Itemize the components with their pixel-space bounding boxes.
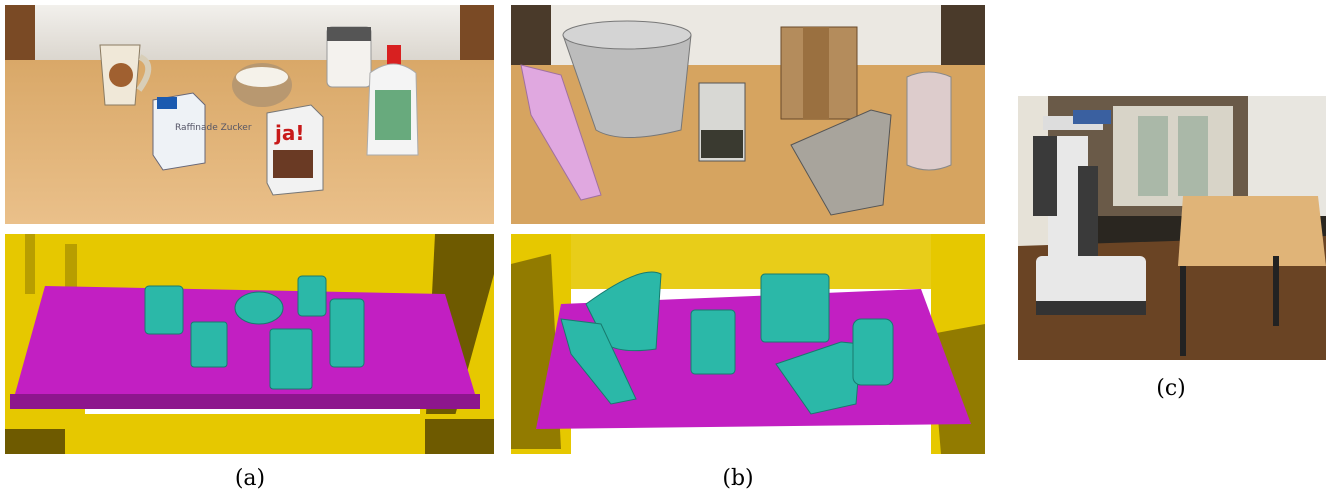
segmented-objects-b [560,271,894,415]
jar-object [326,26,372,88]
tube-object [906,71,952,171]
panel-a-photo: Raffinade Zucker ja! [5,5,494,224]
ja-box-object: ja! [266,104,324,196]
sugar-box-object: Raffinade Zucker [152,92,252,171]
caption-c: (c) [1156,376,1186,401]
magazine-holder-object [790,109,892,216]
caption-b: (b) [722,466,754,491]
mug-object [99,44,152,106]
watering-can-object [520,64,602,201]
panel-a-reconstruction [5,234,494,454]
sugar-box-label: Raffinade Zucker [175,123,252,133]
basket-object [232,63,292,107]
segmented-objects-a [144,275,365,390]
robot-pr2 [1033,110,1146,315]
caption-a: (a) [234,466,266,491]
robot-table [1178,196,1326,266]
panel-b-reconstruction [511,234,985,454]
bottle-object [366,45,419,156]
panel-b-photo [511,5,985,224]
ja-brand-label: ja! [274,121,304,145]
panel-c-photo [1018,96,1326,360]
